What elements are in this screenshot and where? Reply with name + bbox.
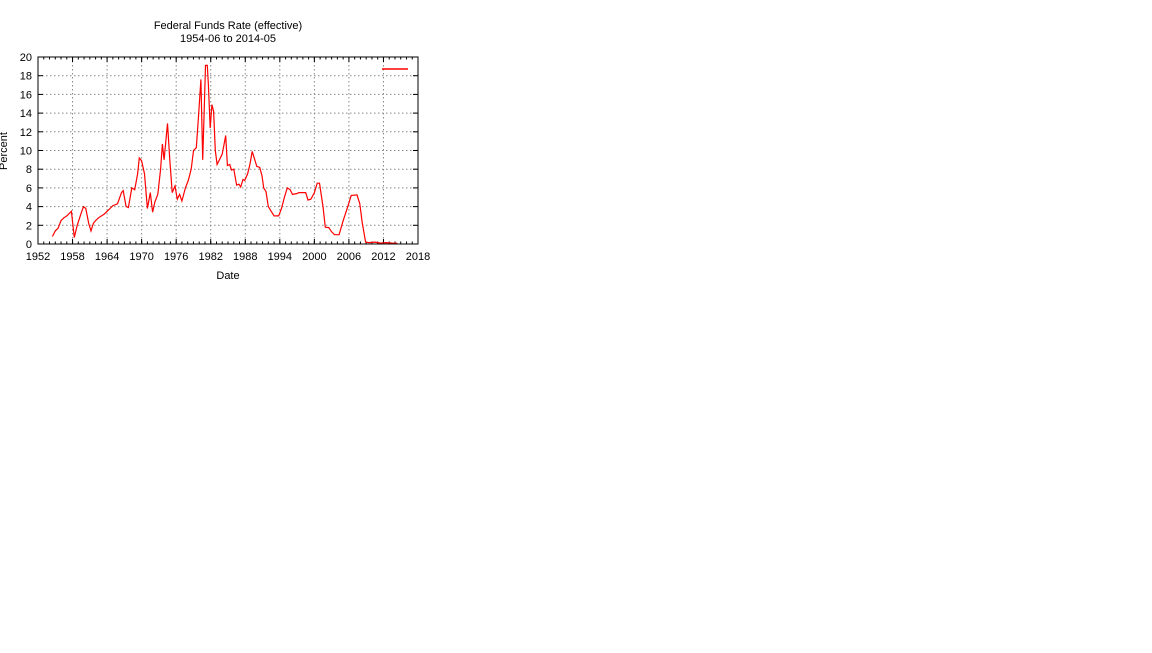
y-tick-label: 20 bbox=[20, 52, 32, 64]
y-tick-label: 8 bbox=[26, 164, 32, 176]
y-tick-label: 6 bbox=[26, 183, 32, 195]
x-tick-label: 1976 bbox=[164, 251, 188, 263]
x-tick-label: 1952 bbox=[26, 251, 50, 263]
x-tick-label: 2006 bbox=[337, 251, 361, 263]
x-tick-label: 1964 bbox=[95, 251, 119, 263]
x-axis-label: Date bbox=[216, 270, 239, 282]
y-tick-label: 10 bbox=[20, 146, 32, 158]
plot-frame bbox=[37, 56, 419, 245]
y-tick-label: 12 bbox=[20, 127, 32, 139]
x-tick-label: 1988 bbox=[233, 251, 257, 263]
y-tick-label: 0 bbox=[26, 239, 32, 251]
x-tick-label: 1982 bbox=[198, 251, 222, 263]
chart-subtitle: 1954-06 to 2014-05 bbox=[180, 33, 276, 45]
x-tick-label: 1970 bbox=[129, 251, 153, 263]
y-tick-label: 4 bbox=[26, 202, 32, 214]
x-tick-label: 2000 bbox=[302, 251, 326, 263]
tick-labels: 1952 1958 1964 1970 1976 1982 1988 1994 2000 2006… bbox=[20, 52, 430, 263]
x-tick-label: 2018 bbox=[406, 251, 430, 263]
x-tick-label: 1958 bbox=[60, 251, 84, 263]
y-axis-label: Percent bbox=[0, 132, 10, 170]
series-line bbox=[51, 64, 398, 244]
y-tick-label: 14 bbox=[20, 108, 32, 120]
x-tick-label: 1994 bbox=[268, 251, 292, 263]
y-tick-label: 18 bbox=[20, 71, 32, 83]
y-tick-label: 2 bbox=[26, 220, 32, 232]
y-tick-label: 16 bbox=[20, 89, 32, 101]
x-tick-label: 2012 bbox=[371, 251, 395, 263]
chart-title: Federal Funds Rate (effective) bbox=[154, 20, 302, 32]
grid bbox=[38, 57, 418, 244]
